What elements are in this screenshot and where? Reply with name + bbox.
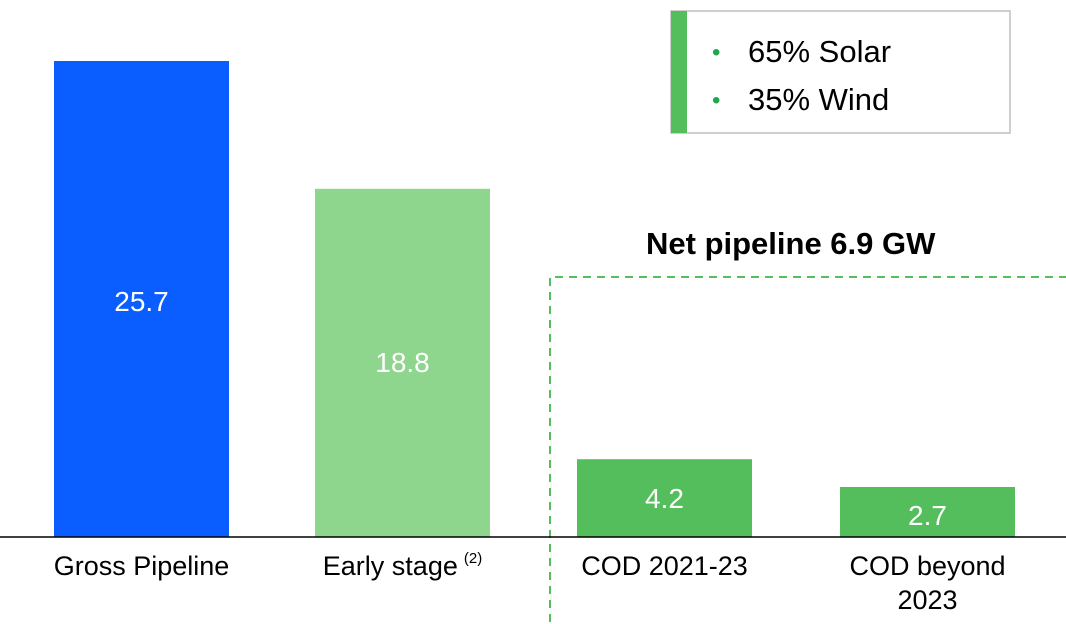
mix-box-accent xyxy=(671,11,687,133)
mix-box-frame xyxy=(670,10,1011,134)
category-label: COD 2021-23 xyxy=(581,551,748,581)
wind-share-text: 35% Wind xyxy=(748,82,889,117)
bar-3 xyxy=(577,459,752,537)
bar-value-label: 18.8 xyxy=(375,347,430,378)
category-label-line: COD beyond xyxy=(849,551,1005,581)
net-pipeline-title: Net pipeline 6.9 GW xyxy=(646,226,936,261)
category-labels-layer: Gross Pipeline Early stage (2) COD 2021-23 C… xyxy=(54,550,1006,615)
bars-layer xyxy=(54,61,1015,537)
bar-4 xyxy=(840,486,1015,537)
solar-share-text: 65% Solar xyxy=(748,34,891,69)
wind-bullet-icon: • xyxy=(712,87,720,114)
bar-1 xyxy=(54,61,229,537)
category-label: Early stage (2) xyxy=(323,550,482,581)
solar-bullet-icon: • xyxy=(712,39,720,66)
bar-value-label: 2.7 xyxy=(908,500,947,531)
value-labels-layer: 25.7 18.8 4.2 2.7 xyxy=(114,286,947,531)
footnote-marker: (2) xyxy=(464,550,482,567)
bar-2 xyxy=(315,188,490,537)
net-pipeline-bracket xyxy=(549,276,1066,622)
bar-value-label: 25.7 xyxy=(114,286,169,317)
category-label-line: 2023 xyxy=(897,585,957,615)
category-label: Gross Pipeline xyxy=(54,551,230,581)
bar-value-label: 4.2 xyxy=(645,483,684,514)
mix-box: • 65% Solar • 35% Wind xyxy=(670,10,1011,134)
